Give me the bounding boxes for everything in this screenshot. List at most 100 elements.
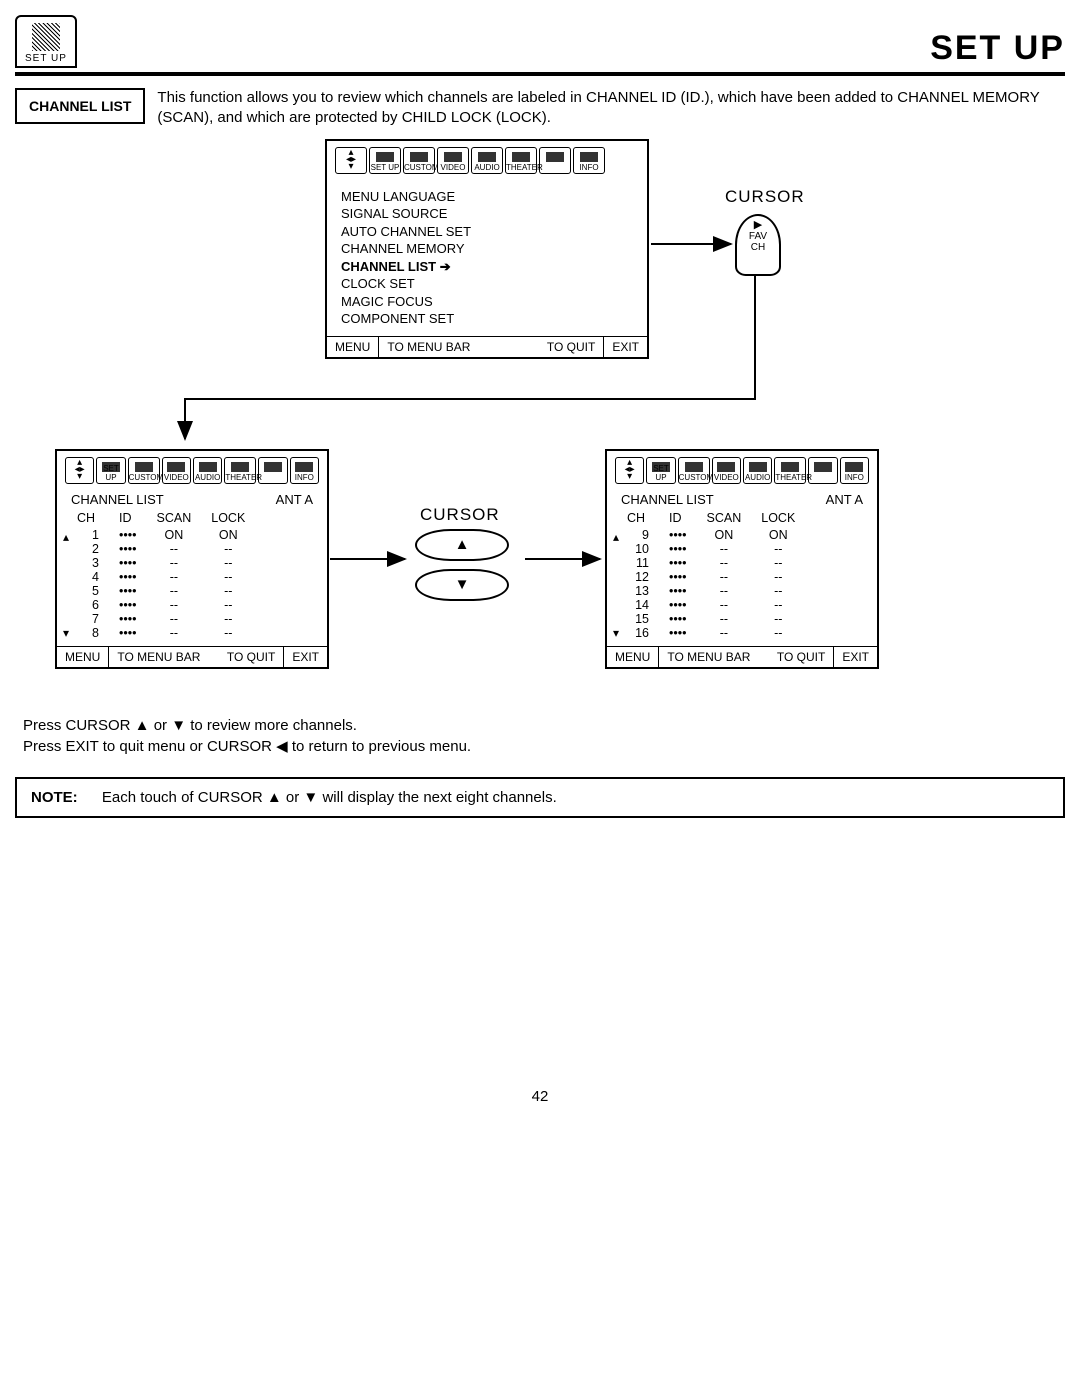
table-row: 8••••----	[67, 626, 255, 640]
cursor-up-button[interactable]: ▲	[415, 529, 509, 561]
table-row: 14••••----	[617, 598, 805, 612]
list1-footer-bar: TO MENU BAR	[108, 647, 208, 667]
table-cell: 11	[617, 556, 659, 570]
list1-footer-exit: EXIT	[283, 647, 327, 667]
menu-tab-icon: THEATER	[774, 457, 806, 484]
table-cell: 14	[617, 598, 659, 612]
setup-icon-label: SET UP	[25, 53, 67, 64]
table-cell: 4	[67, 570, 109, 584]
table-cell: --	[201, 556, 255, 570]
table-cell: --	[751, 612, 805, 626]
menu-tab-icon	[258, 457, 287, 484]
list2-footer-bar: TO MENU BAR	[658, 647, 758, 667]
list2-down-icon: ▾	[613, 627, 619, 639]
table-header: SCAN	[147, 511, 202, 528]
table-cell: 3	[67, 556, 109, 570]
table-row: 15••••----	[617, 612, 805, 626]
menu-tab-icon: THEATER	[224, 457, 256, 484]
table-cell: --	[751, 598, 805, 612]
list1-footer-menu: MENU	[57, 647, 108, 667]
table-cell: 2	[67, 542, 109, 556]
table-cell: 5	[67, 584, 109, 598]
table-cell: --	[201, 584, 255, 598]
table-header: LOCK	[201, 511, 255, 528]
table-row: 9••••ONON	[617, 528, 805, 542]
menu-tab-icon: AUDIO	[193, 457, 222, 484]
table-row: 16••••----	[617, 626, 805, 640]
list1-footer-quit: TO QUIT	[219, 647, 283, 667]
page-header: SET UP SET UP	[15, 15, 1065, 76]
diagram-area: ▴◂▸▾SET UPCUSTOMVIDEOAUDIOTHEATERINFO ME…	[15, 139, 1065, 699]
table-cell: ••••	[659, 528, 697, 542]
list1-header: CHANNEL LIST ANT A	[57, 488, 327, 507]
table-cell: ••••	[659, 612, 697, 626]
section-label: CHANNEL LIST	[15, 88, 145, 124]
note-label: NOTE:	[31, 789, 78, 806]
table-cell: 6	[67, 598, 109, 612]
table-cell: ••••	[109, 556, 147, 570]
table-cell: --	[201, 612, 255, 626]
menu-tab-icon: VIDEO	[712, 457, 741, 484]
table-cell: 16	[617, 626, 659, 640]
table-cell: --	[201, 570, 255, 584]
table-cell: 13	[617, 584, 659, 598]
table-cell: --	[147, 542, 202, 556]
table-row: 10••••----	[617, 542, 805, 556]
cursor-button-group: ▲ ▼	[415, 529, 509, 601]
table-cell: --	[147, 612, 202, 626]
table-cell: --	[147, 556, 202, 570]
table-cell: 10	[617, 542, 659, 556]
table-cell: --	[697, 626, 752, 640]
table-cell: --	[697, 556, 752, 570]
table-cell: ••••	[659, 584, 697, 598]
list2-icon-row: ▴◂▸▾SET UPCUSTOMVIDEOAUDIOTHEATERINFO	[607, 451, 877, 488]
table-row: 7••••----	[67, 612, 255, 626]
table-cell: --	[201, 626, 255, 640]
table-cell: ••••	[659, 542, 697, 556]
list2-footer-quit: TO QUIT	[769, 647, 833, 667]
list1-title: CHANNEL LIST	[71, 492, 164, 507]
setup-icon-box: SET UP	[15, 15, 77, 68]
list2-footer-exit: EXIT	[833, 647, 877, 667]
table-header: SCAN	[697, 511, 752, 528]
instruction-line-2: Press EXIT to quit menu or CURSOR ◀ to r…	[23, 736, 1065, 757]
channel-list-box-2: ▴◂▸▾SET UPCUSTOMVIDEOAUDIOTHEATERINFO CH…	[605, 449, 879, 669]
list2-title: CHANNEL LIST	[621, 492, 714, 507]
list1-icon-row: ▴◂▸▾SET UPCUSTOMVIDEOAUDIOTHEATERINFO	[57, 451, 327, 488]
menu-tab-icon: CUSTOM	[678, 457, 710, 484]
list1-footer: MENU TO MENU BAR TO QUIT EXIT	[57, 646, 327, 667]
table-cell: --	[201, 598, 255, 612]
table-cell: --	[697, 598, 752, 612]
table-cell: 7	[67, 612, 109, 626]
table-cell: --	[697, 570, 752, 584]
table-cell: --	[751, 626, 805, 640]
table-cell: 12	[617, 570, 659, 584]
table-cell: --	[697, 612, 752, 626]
table-cell: --	[147, 598, 202, 612]
table-cell: ••••	[659, 570, 697, 584]
table-row: 6••••----	[67, 598, 255, 612]
menu-tab-icon: INFO	[290, 457, 319, 484]
table-cell: 8	[67, 626, 109, 640]
page-number: 42	[15, 1088, 1065, 1105]
table-cell: --	[751, 584, 805, 598]
table-cell: --	[201, 542, 255, 556]
table-row: 2••••----	[67, 542, 255, 556]
table-cell: ON	[697, 528, 752, 542]
table-cell: --	[147, 626, 202, 640]
intro-row: CHANNEL LIST This function allows you to…	[15, 88, 1065, 129]
channel-table-2: CHIDSCANLOCK9••••ONON10••••----11••••---…	[617, 511, 805, 640]
table-cell: ••••	[109, 598, 147, 612]
cursor-down-button[interactable]: ▼	[415, 569, 509, 601]
table-row: 3••••----	[67, 556, 255, 570]
note-text: Each touch of CURSOR ▲ or ▼ will display…	[102, 789, 557, 806]
menu-tab-icon: SET UP	[646, 457, 675, 484]
table-row: 11••••----	[617, 556, 805, 570]
menu-tab-icon: ▴◂▸▾	[615, 457, 644, 484]
table-cell: ON	[147, 528, 202, 542]
table-header: LOCK	[751, 511, 805, 528]
table-cell: --	[697, 584, 752, 598]
menu-tab-icon: VIDEO	[162, 457, 191, 484]
list1-up-icon: ▴	[63, 531, 69, 543]
list1-down-icon: ▾	[63, 627, 69, 639]
